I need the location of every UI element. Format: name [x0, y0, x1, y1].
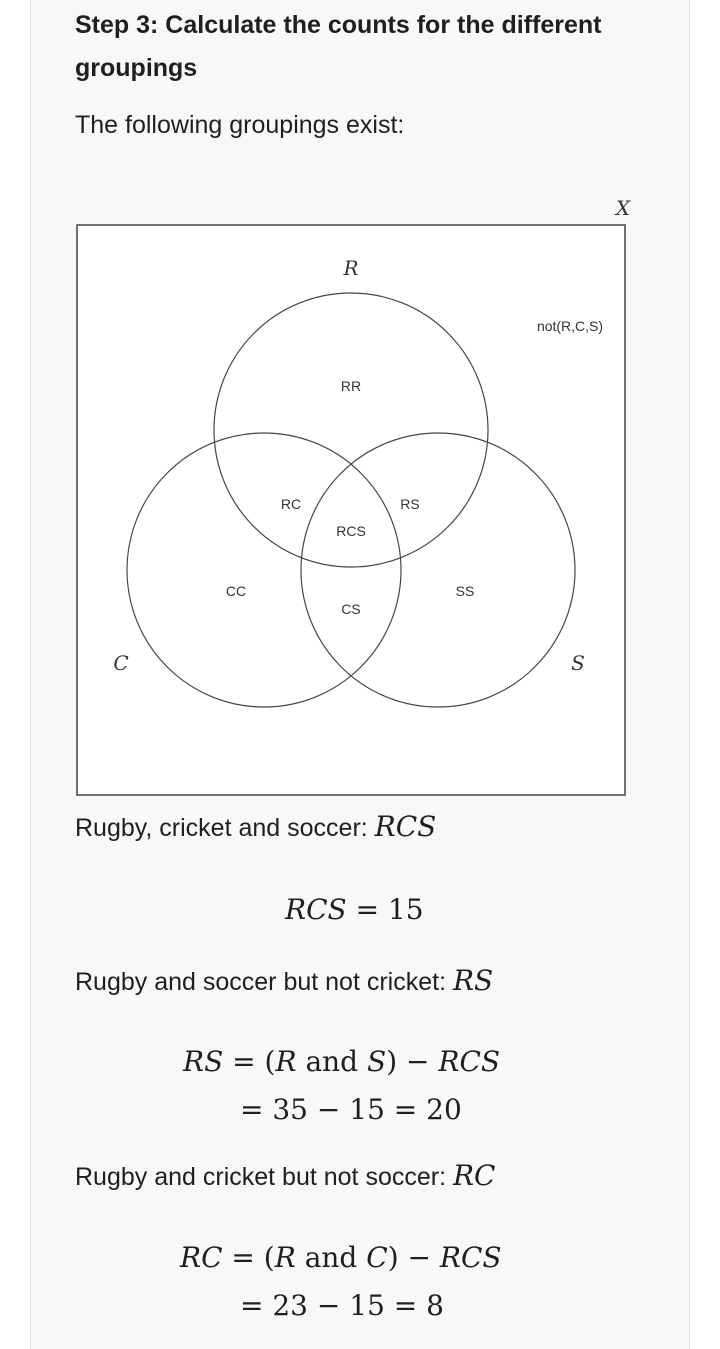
- rc-equation-line1: RC = (R and C) − RCS: [180, 1240, 502, 1276]
- rc-eq-c: C: [366, 1241, 388, 1274]
- rs-equation-line2: = 35 − 15 = 20: [240, 1093, 462, 1126]
- rc-equation-line2: = 23 − 15 = 8: [240, 1289, 444, 1322]
- circle-r: [213, 292, 489, 568]
- rs-eq-s: S: [367, 1045, 387, 1078]
- rc-eq-close-minus: ) −: [387, 1241, 440, 1274]
- rc-eq-and: and: [295, 1241, 367, 1274]
- rcs-equation: RCS = 15: [285, 892, 424, 928]
- groupings-intro: The following groupings exist:: [75, 111, 405, 139]
- rc-description: Rugby and cricket but not soccer: RC: [75, 1159, 495, 1194]
- label-region-cc: CC: [226, 583, 246, 599]
- rcs-text: Rugby, cricket and soccer:: [75, 814, 375, 842]
- rs-eq-close-minus: ) −: [386, 1045, 439, 1078]
- rs-eq-lhs: RS: [183, 1045, 224, 1078]
- rc-text: Rugby and cricket but not soccer:: [75, 1163, 453, 1191]
- rcs-description: Rugby, cricket and soccer: RCS: [75, 810, 436, 845]
- rs-eq-equals-open: = (: [223, 1045, 276, 1078]
- rs-eq-rcs: RCS: [438, 1045, 501, 1078]
- rcs-eq-value: = 15: [346, 893, 424, 926]
- rs-description: Rugby and soccer but not cricket: RS: [75, 964, 493, 999]
- label-set-c: C: [113, 651, 128, 675]
- rc-variable: RC: [452, 1159, 496, 1192]
- circle-s: [300, 432, 576, 708]
- label-region-rc: RC: [281, 496, 301, 512]
- rs-eq-and: and: [296, 1045, 367, 1078]
- label-set-x: X: [614, 196, 631, 220]
- rc-eq-r: R: [274, 1241, 296, 1274]
- label-region-rcs: RCS: [336, 523, 366, 539]
- universe-box: [76, 224, 626, 796]
- rc-eq-lhs: RC: [180, 1241, 223, 1274]
- label-outside: not(R,C,S): [537, 318, 603, 334]
- rc-eq-rcs: RCS: [439, 1241, 502, 1274]
- rc-eq-equals-open: = (: [222, 1241, 275, 1274]
- rcs-eq-lhs: RCS: [285, 893, 347, 926]
- step-heading: Step 3: Calculate the counts for the dif…: [75, 11, 602, 82]
- rs-variable: RS: [452, 964, 494, 997]
- label-region-ss: SS: [456, 583, 475, 599]
- label-set-s: S: [571, 651, 585, 675]
- label-region-cs: CS: [341, 601, 360, 617]
- circle-c: [126, 432, 402, 708]
- label-set-r: R: [342, 256, 358, 280]
- label-region-rs: RS: [400, 496, 419, 512]
- rs-equation-line1: RS = (R and S) − RCS: [183, 1044, 500, 1080]
- rs-text: Rugby and soccer but not cricket:: [75, 968, 453, 996]
- rcs-variable: RCS: [374, 810, 437, 843]
- rs-eq-r: R: [275, 1045, 297, 1078]
- label-region-rr: RR: [341, 378, 361, 394]
- venn-diagram: X R C S not(R,C,S) RR RC RS RCS CC SS CS: [76, 196, 631, 796]
